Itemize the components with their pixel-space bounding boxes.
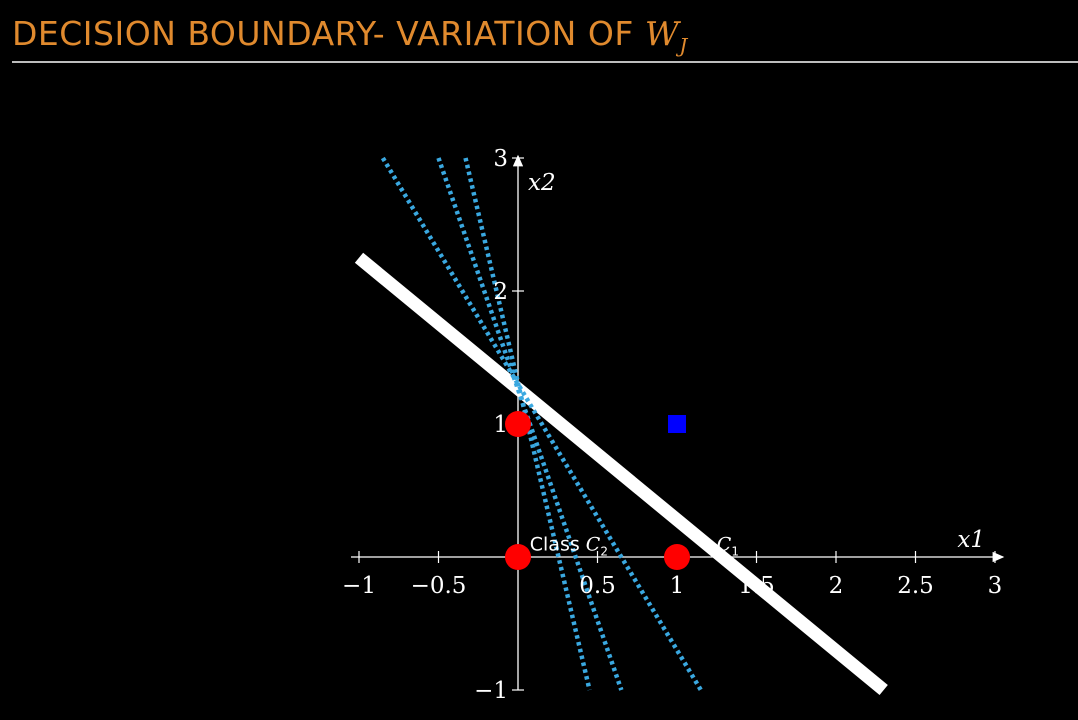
x-tick-label: 2 [829,573,844,599]
decision-boundary-line [354,252,888,696]
boundary-variation-line [380,156,703,692]
class-label-2: Class C2 [530,533,608,558]
y-tick-label: 2 [493,279,508,305]
title-symbol-sub: J [679,33,688,58]
data-points [505,411,690,570]
title-bar: DECISION BOUNDARY- VARIATION OF WJ [0,0,1078,64]
class-label-sub: 2 [600,544,608,558]
x-axis-label: x1 [957,527,985,553]
y-tick-label: −1 [474,678,508,704]
y-axis-label: x2 [528,170,556,196]
slide-title: DECISION BOUNDARY- VARIATION OF WJ [12,14,688,58]
x-tick-label: 1.5 [738,573,775,599]
title-symbol: WJ [644,14,688,58]
class-c1-point [668,415,686,433]
class-c2-point [664,544,690,570]
class-c2-point [505,411,531,437]
boundary-lines [354,156,888,696]
title-underline [12,61,1078,63]
title-text: DECISION BOUNDARY- VARIATION OF [12,14,645,53]
x-tick-label: 3 [988,573,1003,599]
class-label-script: C [717,533,732,555]
x-tick-label: 0.5 [579,573,616,599]
x-tick-label: −1 [342,573,376,599]
class-c2-point [505,544,531,570]
x-tick-label: 2.5 [897,573,934,599]
y-tick-label: 1 [493,412,508,438]
class-label-script: C [586,533,601,555]
class-label-sub: 1 [731,544,739,558]
y-tick-label: 3 [493,146,508,172]
x-tick-label: −0.5 [411,573,467,599]
x-tick-label: 1 [670,573,685,599]
title-symbol-main: W [644,14,680,53]
class-label-1: C1 [717,533,739,558]
class-label-word: Class [530,533,586,555]
